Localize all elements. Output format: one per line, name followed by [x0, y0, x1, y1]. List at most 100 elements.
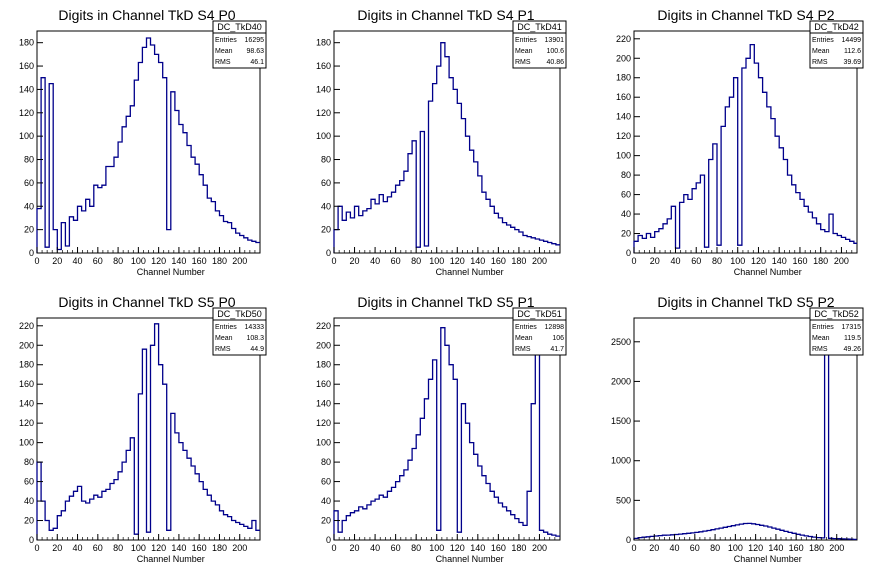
y-tick-label: 220 [19, 321, 34, 331]
x-axis-label: Channel Number [137, 554, 205, 564]
x-tick-label: 140 [768, 543, 783, 553]
y-tick-label: 220 [616, 34, 631, 44]
x-tick-label: 80 [411, 543, 421, 553]
x-tick-label: 160 [491, 543, 506, 553]
x-tick-label: 80 [411, 256, 421, 266]
x-tick-label: 140 [171, 543, 186, 553]
histogram-panel-3: Digits in Channel TkD S5 P0 0 20 40 60 80 100 1… [19, 294, 267, 564]
histogram-panel-4: Digits in Channel TkD S5 P1 0 20 40 60 80 100 1… [316, 294, 567, 564]
y-tick-label: 0 [326, 535, 331, 545]
y-tick-label: 100 [616, 151, 631, 161]
x-tick-label: 200 [532, 256, 547, 266]
x-tick-label: 100 [131, 256, 146, 266]
stats-key: Mean [215, 335, 233, 342]
stats-name: DC_TkD51 [517, 309, 562, 319]
stats-value: 39.69 [843, 59, 861, 66]
stats-key: Mean [515, 335, 533, 342]
plot-frame [633, 30, 858, 254]
x-tick-label: 40 [370, 256, 380, 266]
stats-value: 108.3 [246, 335, 264, 342]
y-tick-label: 120 [316, 108, 331, 118]
stats-value: 14333 [245, 324, 265, 331]
panel-title: Digits in Channel TkD S4 P2 [657, 7, 834, 23]
x-tick-label: 0 [34, 256, 39, 266]
y-tick-label: 2000 [611, 376, 631, 386]
x-tick-label: 60 [691, 256, 701, 266]
y-tick-label: 1500 [611, 416, 631, 426]
stats-name: DC_TkD52 [814, 309, 859, 319]
stats-key: RMS [215, 346, 231, 353]
y-tick-label: 120 [19, 108, 34, 118]
stats-box [512, 307, 567, 356]
y-tick-label: 140 [19, 84, 34, 94]
y-tick-label: 80 [321, 457, 331, 467]
y-tick-label: 40 [24, 496, 34, 506]
x-tick-label: 0 [331, 256, 336, 266]
x-axis-label: Channel Number [436, 267, 504, 277]
x-tick-label: 160 [491, 256, 506, 266]
x-tick-label: 20 [52, 256, 62, 266]
stats-value: 40.86 [546, 59, 564, 66]
x-tick-label: 160 [789, 543, 804, 553]
histogram-panel-1: Digits in Channel TkD S4 P1 0 20 40 60 80 100 1… [316, 7, 567, 277]
y-tick-label: 200 [616, 53, 631, 63]
x-tick-label: 180 [511, 543, 526, 553]
y-tick-label: 180 [316, 38, 331, 48]
stats-name: DC_TkD50 [217, 309, 262, 319]
x-tick-label: 120 [450, 256, 465, 266]
stats-key: Mean [812, 48, 830, 55]
x-tick-label: 20 [350, 543, 360, 553]
stats-value: 16295 [245, 37, 265, 44]
stats-box [809, 20, 864, 69]
y-tick-label: 160 [19, 61, 34, 71]
y-tick-label: 160 [316, 379, 331, 389]
x-tick-label: 80 [710, 543, 720, 553]
x-tick-label: 180 [212, 256, 227, 266]
stats-value: 49.26 [843, 346, 861, 353]
x-tick-label: 100 [429, 543, 444, 553]
x-tick-label: 0 [631, 256, 636, 266]
histogram-line [333, 323, 560, 540]
y-tick-label: 120 [616, 131, 631, 141]
histogram-panel-2: Digits in Channel TkD S4 P2 0 20 40 60 80 100 1… [616, 7, 864, 277]
y-tick-label: 60 [321, 477, 331, 487]
histogram-line [36, 323, 260, 540]
x-tick-label: 80 [113, 543, 123, 553]
stats-value: 119.5 [844, 335, 861, 342]
stats-value: 12898 [545, 324, 565, 331]
y-tick-label: 20 [321, 516, 331, 526]
x-tick-label: 0 [331, 543, 336, 553]
y-tick-label: 140 [19, 399, 34, 409]
x-tick-label: 200 [232, 543, 247, 553]
histogram-panel-5: Digits in Channel TkD S5 P2 0 20 40 60 80 100 1… [611, 294, 864, 564]
x-tick-label: 180 [813, 256, 828, 266]
y-tick-label: 140 [316, 84, 331, 94]
y-tick-label: 180 [616, 73, 631, 83]
x-tick-label: 120 [748, 543, 763, 553]
y-tick-label: 20 [321, 225, 331, 235]
y-tick-label: 80 [24, 155, 34, 165]
stats-key: RMS [812, 346, 828, 353]
x-tick-label: 180 [809, 543, 824, 553]
histogram-line [36, 37, 260, 253]
stats-value: 98.63 [246, 48, 264, 55]
stats-key: Mean [515, 48, 533, 55]
stats-name: DC_TkD40 [217, 22, 262, 32]
x-tick-label: 140 [772, 256, 787, 266]
y-tick-label: 100 [316, 131, 331, 141]
x-tick-label: 60 [391, 256, 401, 266]
x-tick-label: 140 [470, 543, 485, 553]
histogram-line [633, 43, 857, 253]
stats-value: 46.1 [250, 59, 264, 66]
x-tick-label: 60 [93, 256, 103, 266]
stats-key: RMS [515, 59, 531, 66]
x-tick-label: 160 [792, 256, 807, 266]
y-tick-label: 20 [24, 225, 34, 235]
panel-title: Digits in Channel TkD S5 P1 [357, 294, 534, 310]
y-tick-label: 0 [626, 535, 631, 545]
y-tick-label: 180 [19, 360, 34, 370]
x-tick-label: 160 [192, 256, 207, 266]
y-tick-label: 220 [316, 321, 331, 331]
y-tick-label: 20 [24, 516, 34, 526]
